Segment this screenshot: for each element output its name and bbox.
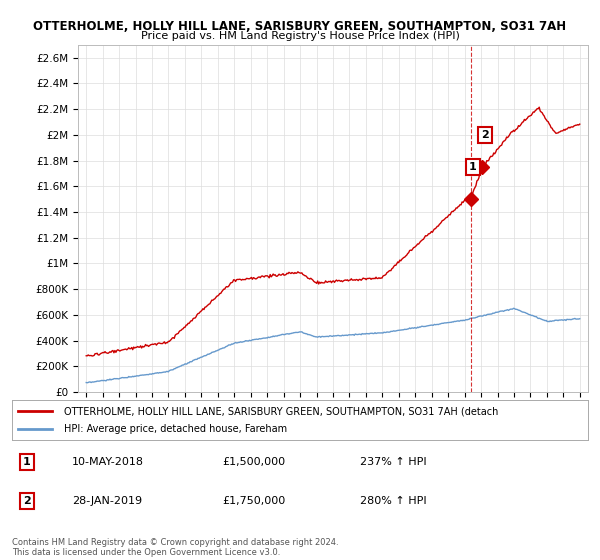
Text: OTTERHOLME, HOLLY HILL LANE, SARISBURY GREEN, SOUTHAMPTON, SO31 7AH: OTTERHOLME, HOLLY HILL LANE, SARISBURY G… (34, 20, 566, 32)
Text: £1,750,000: £1,750,000 (222, 496, 285, 506)
Text: 2: 2 (481, 130, 489, 140)
Text: 237% ↑ HPI: 237% ↑ HPI (360, 457, 427, 467)
Text: 2: 2 (23, 496, 31, 506)
Text: 280% ↑ HPI: 280% ↑ HPI (360, 496, 427, 506)
Text: Contains HM Land Registry data © Crown copyright and database right 2024.
This d: Contains HM Land Registry data © Crown c… (12, 538, 338, 557)
Text: 10-MAY-2018: 10-MAY-2018 (72, 457, 144, 467)
Text: 28-JAN-2019: 28-JAN-2019 (72, 496, 142, 506)
Text: HPI: Average price, detached house, Fareham: HPI: Average price, detached house, Fare… (64, 423, 287, 433)
Text: £1,500,000: £1,500,000 (222, 457, 285, 467)
Text: Price paid vs. HM Land Registry's House Price Index (HPI): Price paid vs. HM Land Registry's House … (140, 31, 460, 41)
Text: 1: 1 (469, 162, 477, 172)
Text: 1: 1 (23, 457, 31, 467)
Text: OTTERHOLME, HOLLY HILL LANE, SARISBURY GREEN, SOUTHAMPTON, SO31 7AH (detach: OTTERHOLME, HOLLY HILL LANE, SARISBURY G… (64, 407, 498, 417)
